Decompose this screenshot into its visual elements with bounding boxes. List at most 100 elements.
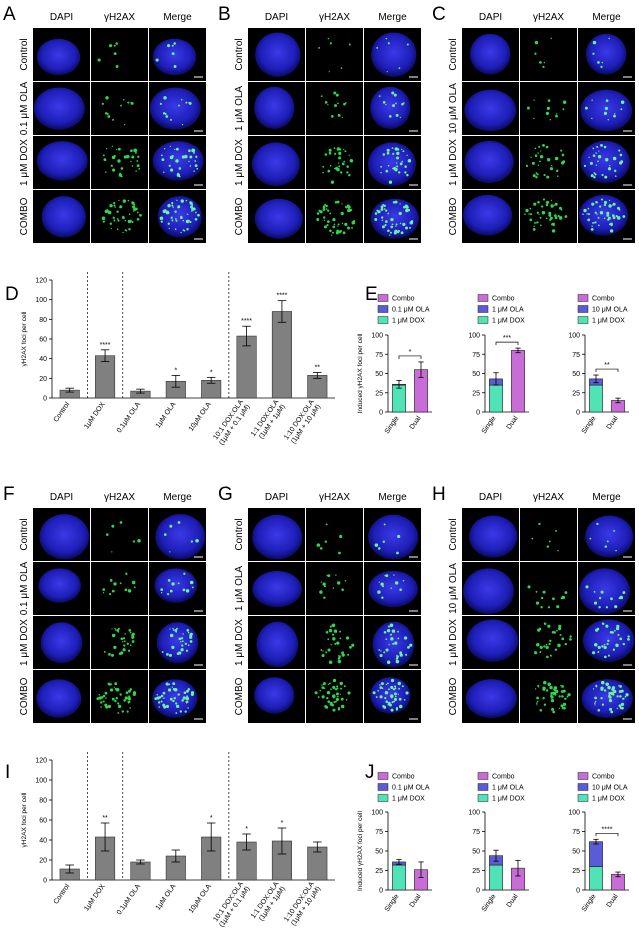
- y-tick-label: 75: [572, 829, 580, 836]
- focus: [102, 592, 105, 594]
- micrograph: [248, 670, 305, 723]
- focus: [544, 622, 547, 626]
- focus: [622, 642, 626, 646]
- focus: [344, 579, 347, 582]
- focus: [393, 574, 395, 576]
- focus: [398, 697, 402, 701]
- focus: [542, 686, 546, 690]
- focus: [339, 637, 342, 640]
- micrograph: [578, 136, 635, 189]
- y-tick-label: 80: [39, 798, 47, 805]
- focus: [597, 708, 601, 712]
- focus: [172, 627, 174, 630]
- focus: [189, 201, 192, 204]
- focus: [168, 653, 172, 657]
- focus: [607, 167, 612, 171]
- nucleus: [469, 515, 518, 558]
- focus: [339, 681, 343, 686]
- focus: [556, 605, 560, 609]
- focus: [162, 112, 166, 115]
- nucleus: [256, 621, 299, 668]
- focus: [551, 707, 555, 711]
- focus: [137, 155, 140, 158]
- focus: [325, 651, 328, 654]
- focus: [120, 651, 124, 655]
- focus: [409, 643, 413, 647]
- focus: [191, 210, 193, 212]
- focus: [194, 160, 197, 162]
- focus: [163, 209, 167, 213]
- focus: [615, 643, 619, 648]
- focus: [111, 551, 113, 553]
- focus: [383, 705, 387, 709]
- focus: [316, 543, 321, 547]
- focus: [592, 147, 595, 150]
- focus: [377, 547, 381, 550]
- focus: [337, 162, 340, 164]
- focus: [337, 113, 341, 117]
- micrograph: [462, 28, 519, 81]
- focus: [182, 633, 184, 635]
- y-tick-label: 100: [371, 810, 383, 817]
- micrograph: [306, 562, 363, 615]
- focus: [380, 208, 384, 211]
- focus: [529, 207, 532, 210]
- focus: [593, 172, 596, 174]
- focus: [394, 685, 397, 688]
- focus: [395, 223, 398, 226]
- focus: [330, 688, 332, 691]
- y-tick-label: 0: [476, 888, 480, 895]
- focus: [327, 683, 330, 686]
- micrograph: [462, 190, 519, 243]
- focus: [104, 112, 108, 115]
- focus: [619, 685, 622, 688]
- focus: [347, 691, 351, 695]
- focus: [533, 99, 535, 101]
- focus: [172, 206, 174, 208]
- focus: [185, 689, 189, 693]
- focus: [616, 624, 620, 628]
- focus: [409, 220, 414, 225]
- focus: [98, 696, 102, 700]
- image-background: [91, 28, 148, 81]
- significance-label: *: [281, 820, 284, 827]
- significance-bracket: [595, 368, 619, 373]
- micrograph: [578, 670, 635, 723]
- focus: [191, 148, 195, 153]
- focus: [341, 588, 344, 591]
- focus: [616, 216, 621, 220]
- focus: [392, 200, 396, 204]
- focus: [180, 640, 182, 643]
- focus: [558, 695, 561, 698]
- focus: [394, 200, 398, 204]
- legend-label: Combo: [492, 296, 515, 303]
- y-tick-label: 50: [572, 371, 580, 378]
- focus: [183, 572, 186, 575]
- focus: [556, 629, 558, 632]
- focus: [605, 99, 609, 103]
- focus: [318, 46, 321, 49]
- micrograph: [33, 136, 90, 189]
- focus: [397, 637, 400, 640]
- focus: [116, 210, 119, 213]
- y-tick-label: 120: [35, 278, 47, 285]
- focus: [187, 707, 189, 709]
- focus: [381, 585, 384, 588]
- focus: [107, 210, 112, 215]
- focus: [338, 230, 342, 234]
- focus: [173, 65, 177, 68]
- micrograph: [462, 616, 519, 669]
- micrograph: [520, 670, 577, 723]
- focus: [550, 199, 553, 202]
- y-tick-label: 100: [35, 297, 47, 304]
- focus: [172, 699, 175, 703]
- legend-swatch: [377, 783, 389, 791]
- focus: [614, 629, 616, 632]
- focus: [394, 166, 396, 168]
- y-tick-label: 100: [568, 333, 580, 340]
- image-background: [91, 562, 148, 615]
- focus: [345, 205, 348, 209]
- focus: [334, 152, 337, 155]
- bar-segment: [589, 384, 603, 413]
- focus: [349, 645, 352, 649]
